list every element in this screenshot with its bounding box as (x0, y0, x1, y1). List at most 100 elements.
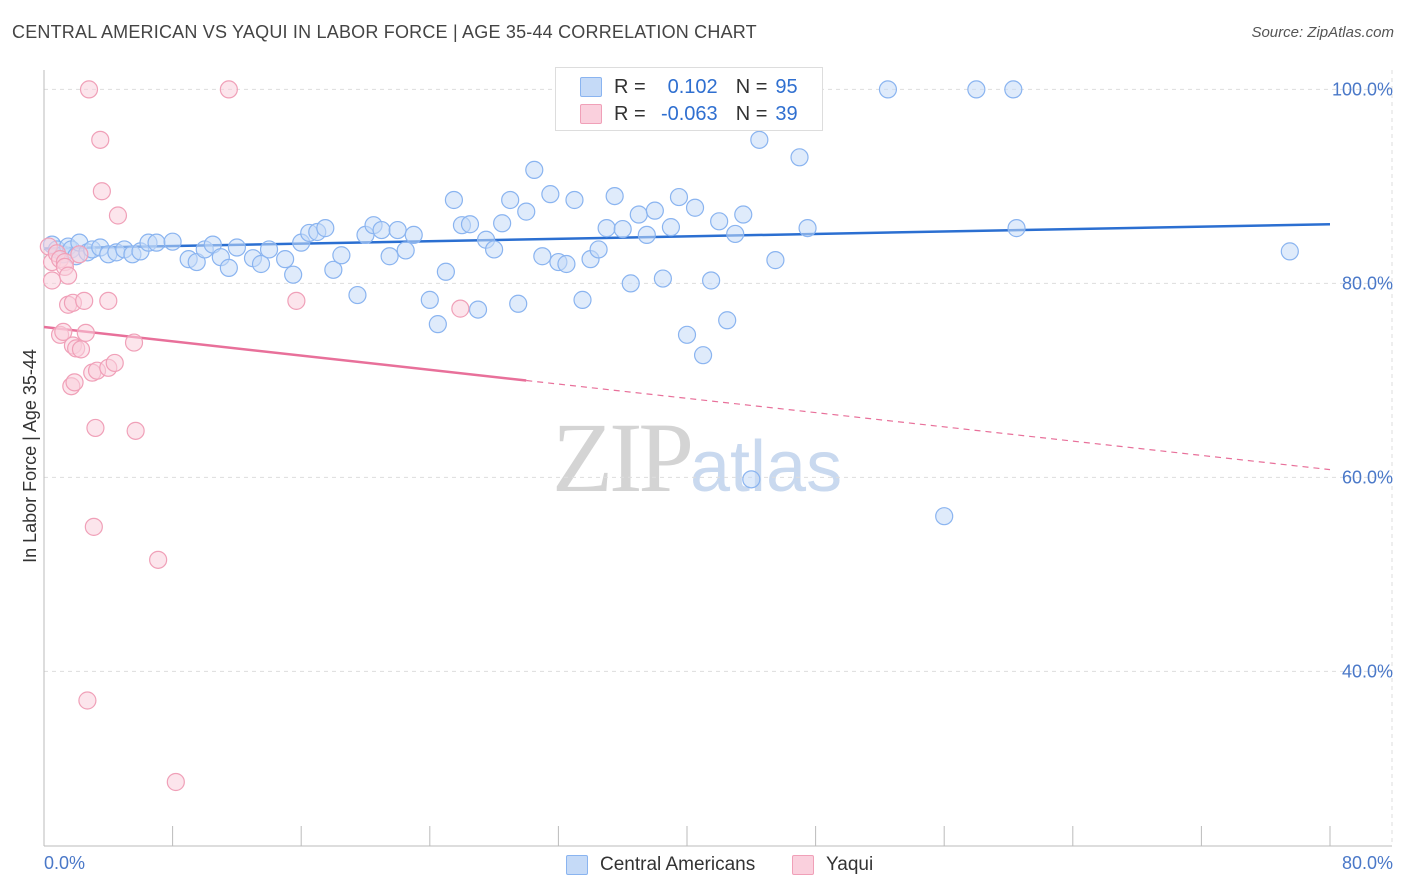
legend-row-yaqui: R = -0.063 N = 39 (580, 102, 798, 126)
point-yaqui (78, 691, 97, 710)
legend-item-yaqui: Yaqui (792, 852, 873, 878)
point-central-americans (1004, 80, 1023, 99)
point-yaqui (65, 373, 84, 392)
point-central-americans (605, 187, 624, 206)
point-yaqui (108, 206, 128, 225)
legend-swatch-blue (580, 77, 602, 97)
trend-line-yaqui-extrapolated (526, 379, 1331, 471)
point-central-americans (533, 247, 552, 266)
point-central-americans (332, 246, 351, 265)
legend-r-label: R = (614, 102, 646, 125)
point-central-americans (661, 218, 681, 237)
point-central-americans (726, 224, 745, 244)
point-yaqui (75, 291, 94, 310)
point-central-americans (653, 269, 672, 288)
point-central-americans (163, 232, 182, 251)
legend-label: Central Americans (600, 854, 756, 875)
point-yaqui (92, 182, 111, 201)
legend-r-label: R = (614, 75, 646, 98)
point-central-americans (766, 251, 785, 270)
point-central-americans (251, 254, 271, 274)
point-central-americans (637, 225, 656, 244)
point-central-americans (629, 205, 648, 224)
point-central-americans (621, 274, 640, 293)
y-tick-label: 60.0% (1342, 467, 1393, 487)
legend-r-value: -0.063 (660, 102, 718, 125)
point-central-americans (613, 219, 632, 239)
point-central-americans (468, 300, 488, 319)
chart-source: Source: ZipAtlas.com (1251, 24, 1394, 41)
point-central-americans (372, 220, 391, 240)
point-central-americans (557, 254, 576, 274)
point-central-americans (525, 160, 544, 180)
point-central-americans (444, 190, 464, 210)
point-central-americans (276, 250, 295, 269)
point-central-americans (878, 80, 898, 99)
point-yaqui (59, 266, 78, 285)
axes (43, 70, 1392, 847)
point-central-americans (935, 507, 954, 526)
point-central-americans (517, 202, 536, 221)
legend-stats: R = 0.102 N = 95 R = -0.063 N = 39 (555, 67, 823, 131)
legend-n-value: 39 (775, 102, 798, 125)
legend-n-label: N = (735, 102, 768, 125)
point-central-americans (750, 130, 769, 149)
point-central-americans (259, 240, 279, 259)
point-central-americans (428, 315, 447, 334)
point-central-americans (541, 185, 560, 204)
trend-line-yaqui (43, 325, 527, 382)
point-central-americans (573, 290, 592, 309)
point-yaqui (451, 299, 470, 318)
legend-item-central-americans: Central Americans (566, 852, 755, 878)
point-yaqui (84, 517, 103, 536)
point-yaqui (91, 130, 110, 149)
data-points (39, 80, 1299, 792)
point-yaqui (86, 418, 105, 438)
point-central-americans (645, 201, 664, 220)
legend-n-value: 95 (775, 75, 798, 98)
point-central-americans (967, 80, 986, 99)
chart-title: CENTRAL AMERICAN VS YAQUI IN LABOR FORCE… (12, 22, 757, 42)
watermark: ZIPatlas (552, 400, 842, 515)
point-yaqui (124, 333, 144, 352)
point-yaqui (219, 80, 238, 99)
watermark-atlas: atlas (690, 427, 843, 507)
point-central-americans (324, 260, 343, 279)
point-central-americans (710, 212, 729, 231)
point-central-americans (677, 325, 697, 344)
point-central-americans (460, 215, 480, 234)
point-central-americans (380, 247, 399, 266)
legend-swatch-pink (580, 104, 602, 124)
point-yaqui (126, 421, 145, 440)
point-yaqui (71, 340, 91, 359)
point-central-americans (565, 190, 584, 210)
point-yaqui (99, 291, 118, 310)
legend-swatch-blue (566, 855, 588, 875)
point-central-americans (1280, 242, 1299, 261)
point-central-americans (501, 190, 520, 210)
y-axis-label: In Labor Force | Age 35-44 (20, 349, 40, 563)
point-central-americans (348, 285, 367, 305)
point-central-americans (316, 219, 335, 238)
point-central-americans (436, 262, 455, 281)
point-central-americans (396, 241, 415, 260)
watermark-zip: ZIP (552, 402, 694, 513)
point-central-americans (1007, 219, 1026, 238)
point-yaqui (79, 80, 99, 99)
legend-swatch-pink (792, 855, 814, 875)
legend-row-central-americans: R = 0.102 N = 95 (580, 75, 798, 99)
tick-labels: 40.0% 60.0% 80.0% 100.0% 0.0% 80.0% (44, 79, 1393, 873)
trend-line-central-americans (43, 222, 1331, 250)
point-central-americans (493, 214, 512, 233)
point-central-americans (404, 225, 423, 244)
point-central-americans (227, 238, 246, 257)
point-central-americans (509, 294, 528, 313)
grid (44, 70, 1393, 846)
point-yaqui (54, 322, 73, 341)
legend-label: Yaqui (826, 854, 874, 875)
point-central-americans (798, 219, 817, 238)
point-yaqui (149, 550, 168, 569)
point-central-americans (147, 233, 166, 252)
point-yaqui (166, 772, 185, 792)
trend-lines (43, 222, 1331, 471)
